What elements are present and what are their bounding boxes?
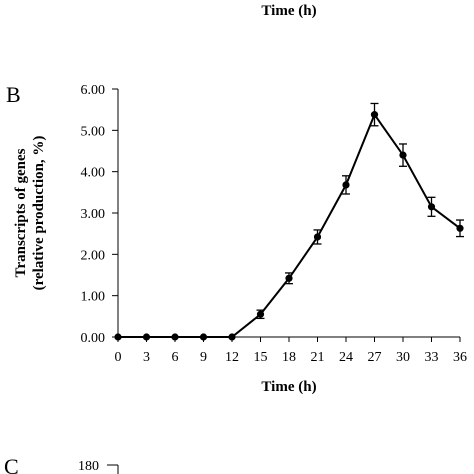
x-tick-label: 21	[311, 350, 325, 365]
top-panel-xlabel: Time (h)	[261, 3, 316, 19]
y-axis-title-line1: Transcripts of genes	[13, 148, 29, 277]
x-tick-label: 24	[339, 350, 353, 365]
x-tick-label: 33	[425, 350, 439, 365]
x-tick-label: 27	[368, 350, 382, 365]
series-layer	[114, 102, 464, 341]
series-line	[118, 112, 461, 338]
x-tick-label: 30	[396, 350, 410, 365]
y-tick-label: 2.00	[81, 248, 106, 263]
y-tick-label: 6.00	[81, 83, 106, 98]
data-point	[228, 333, 236, 341]
x-axis: 0 3 6 9 12 15 18 21 24 27 30 33 36	[115, 336, 467, 365]
data-point	[142, 333, 151, 341]
data-point	[370, 111, 379, 119]
data-point	[171, 333, 179, 341]
data-point	[342, 181, 350, 189]
line-chart: 0.001.002.003.004.005.006.00 0 3 6 9 12 15 18 2…	[81, 83, 468, 365]
y-axis-title-group: Transcripts of genes (relative productio…	[13, 136, 47, 291]
x-tick-label: 15	[254, 350, 268, 365]
x-tick-label: 18	[282, 350, 296, 365]
x-tick-label: 3	[143, 350, 150, 365]
x-tick-label: 0	[115, 350, 122, 365]
data-point	[399, 151, 407, 159]
x-tick-label: 6	[172, 350, 179, 365]
data-point	[256, 310, 265, 318]
data-point	[313, 233, 322, 241]
x-tick-label: 36	[453, 350, 467, 365]
x-tick-label: 9	[200, 350, 207, 365]
y-tick-label: 3.00	[81, 207, 106, 222]
data-point	[114, 333, 122, 341]
y-tick-label: 0.00	[81, 331, 106, 346]
y-tick-label: 1.00	[81, 290, 106, 305]
y-axis: 0.00 1.00 2.00 3.00 4.00 5.00 6.00	[81, 83, 119, 346]
x-axis-title: Time (h)	[261, 379, 316, 395]
data-point	[427, 203, 436, 211]
y-tick-label: 4.00	[81, 166, 106, 181]
y-tick-label: 5.00	[81, 124, 106, 139]
data-point	[199, 333, 208, 341]
y-axis-title-line2: (relative production, %)	[31, 136, 47, 291]
panel-b-letter: B	[6, 82, 21, 107]
data-point	[456, 224, 464, 232]
x-tick-label: 12	[225, 350, 239, 365]
panel-c-top-tick: 180	[78, 459, 99, 474]
panel-c-letter: C	[4, 454, 19, 474]
data-point	[285, 274, 293, 282]
